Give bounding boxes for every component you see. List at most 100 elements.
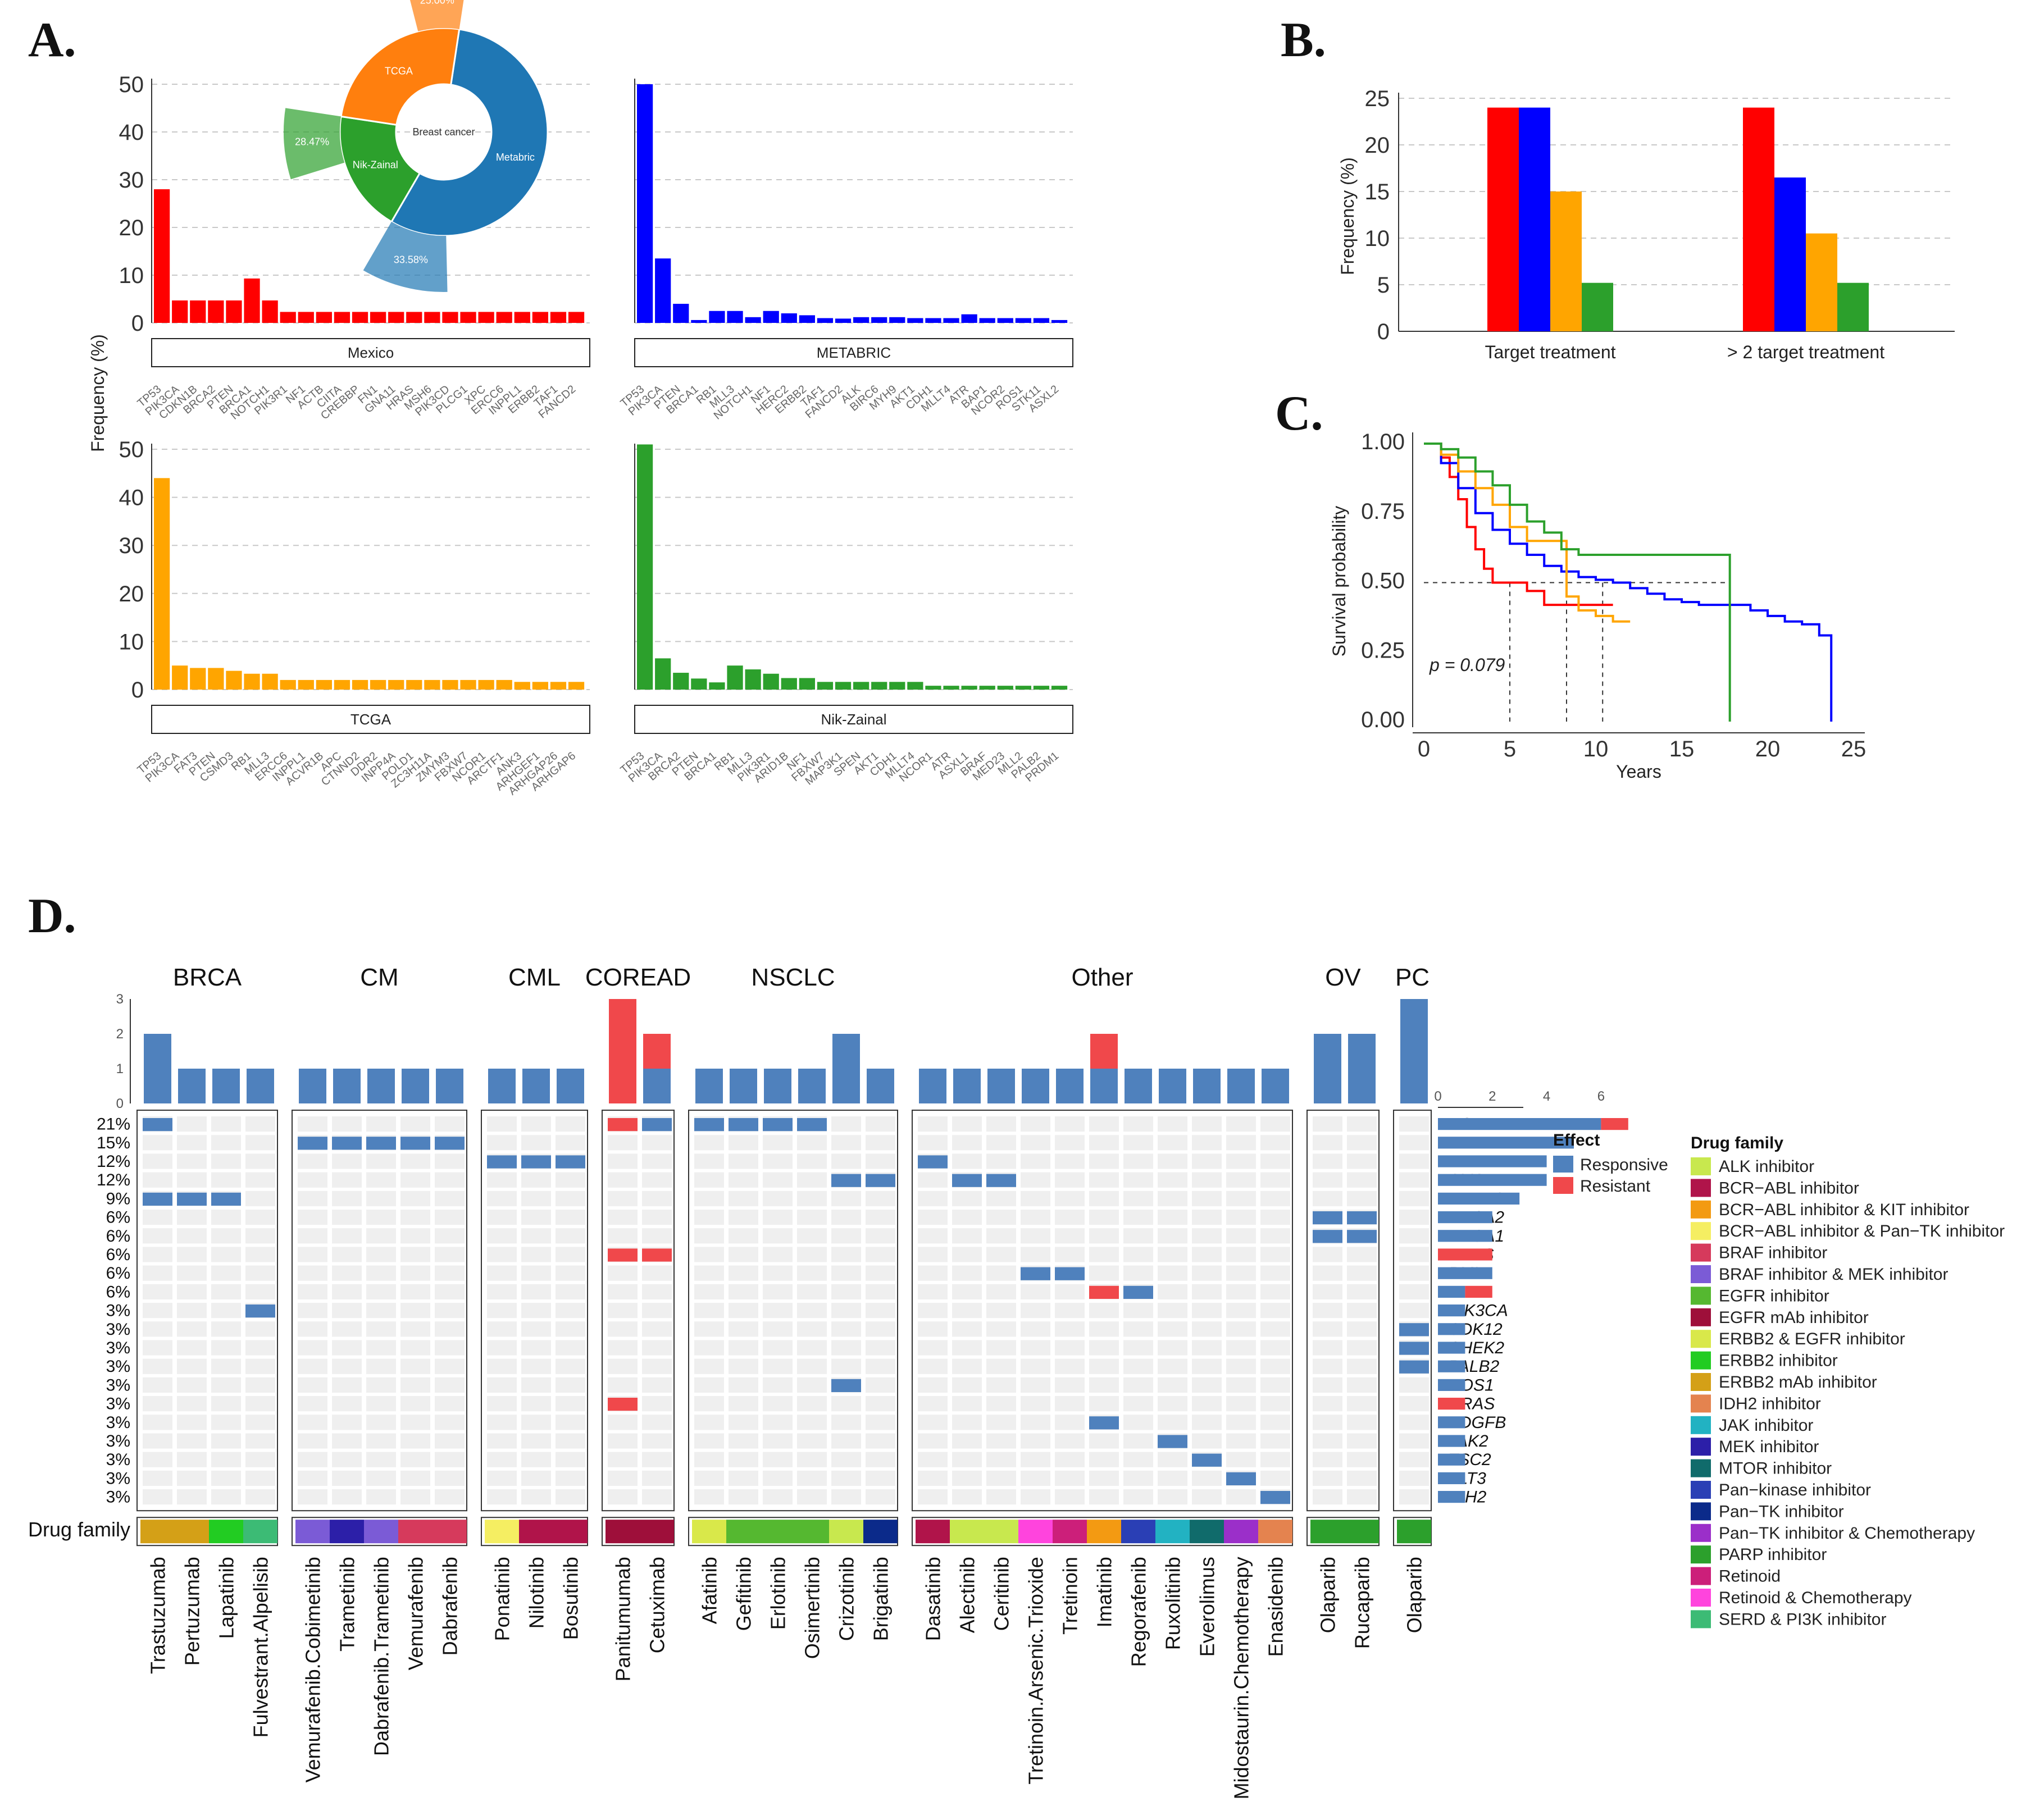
facet-strip-tcga [151,705,590,734]
donut-outer-wedge [284,108,345,180]
bar-nik-zainal-mll3 [745,669,761,690]
bar-metabric-ros1 [1015,318,1031,323]
bar-mexico-xpc [478,312,494,323]
bar-mexico-inppl1 [514,312,530,323]
drug-family-cell [606,1520,640,1544]
drug-name-label: Fulvestrant.Alpelisib [249,1557,272,1737]
cancer-group-label: CM [360,964,398,991]
heatmap-empty-cell [729,1153,758,1169]
heatmap-empty-cell [694,1470,724,1486]
heatmap-empty-cell [556,1116,585,1132]
heatmap-empty-cell [986,1247,1016,1262]
bar-metabric-myh9 [889,317,905,323]
top-bar-responsive [1090,1069,1118,1103]
heatmap-empty-cell [177,1153,207,1169]
drug-name-label: Tretinoin [1059,1557,1082,1635]
heatmap-empty-cell [1260,1396,1290,1412]
heatmap-empty-cell [642,1415,672,1430]
bar-mexico-ciita [334,312,350,323]
y-tick-label: 0.50 [1361,569,1405,594]
heatmap-empty-cell [797,1265,827,1281]
gene-total-responsive [1438,1453,1465,1466]
heatmap-empty-cell [332,1153,362,1169]
heatmap-empty-cell [245,1415,275,1430]
gene-total-responsive [1438,1137,1574,1149]
gene-percentage: 6% [106,1246,130,1264]
heatmap-empty-cell [1313,1396,1342,1412]
heatmap-empty-cell [608,1228,638,1244]
facet-strip-mexico [151,338,590,367]
heatmap-empty-cell [642,1470,672,1486]
bar-mexico-tp53 [154,189,170,323]
family-legend-label: PARP inhibitor [1719,1545,1827,1564]
heatmap-empty-cell [831,1340,861,1356]
top-bar-responsive [522,1069,550,1103]
heatmap-empty-cell [694,1210,724,1225]
group-frame [602,1110,675,1512]
cancer-group-label: COREAD [585,964,691,991]
heatmap-empty-cell [729,1210,758,1225]
heatmap-empty-cell [521,1340,551,1356]
heatmap-empty-cell [1226,1452,1256,1467]
heatmap-empty-cell [642,1321,672,1337]
heatmap-empty-cell [487,1172,517,1188]
bar-metabric-taf1 [817,318,834,323]
heatmap-empty-cell [1192,1265,1222,1281]
family-legend-swatch [1691,1243,1711,1262]
heatmap-empty-cell [642,1396,672,1412]
totals-tick: 2 [1488,1089,1496,1104]
heatmap-empty-cell [143,1153,172,1169]
heatmap-empty-cell [1260,1377,1290,1393]
heatmap-empty-cell [1021,1358,1050,1374]
gene-percentage: 3% [106,1450,130,1469]
heatmap-empty-cell [986,1340,1016,1356]
drug-name-label: Midostaurin.Chemotherapy [1230,1557,1253,1799]
drug-family-cell [1224,1520,1258,1544]
bar-mexico-pik3ca [172,300,188,323]
heatmap-empty-cell [763,1358,793,1374]
family-legend-label: BRAF inhibitor [1719,1244,1827,1262]
donut-outer-wedge [409,0,464,31]
heatmap-empty-cell [831,1190,861,1206]
heatmap-empty-cell [245,1396,275,1412]
heatmap-empty-cell [1123,1135,1153,1151]
top-bar-responsive [212,1069,240,1103]
heatmap-empty-cell [729,1303,758,1319]
heatmap-empty-cell [1399,1452,1429,1467]
heatmap-empty-cell [797,1377,827,1393]
heatmap-empty-cell [1089,1172,1119,1188]
drug-name-label: Enasidenib [1264,1557,1287,1657]
heatmap-empty-cell [608,1489,638,1505]
drug-family-cell [1053,1520,1087,1544]
heatmap-empty-cell [298,1340,327,1356]
heatmap-cell-kit [1089,1285,1119,1299]
heatmap-empty-cell [952,1228,982,1244]
heatmap-empty-cell [729,1340,758,1356]
heatmap-empty-cell [1313,1433,1342,1449]
bar-mexico-gna11 [388,312,404,323]
heatmap-empty-cell [1192,1190,1222,1206]
gene-total-responsive [1438,1192,1520,1205]
heatmap-empty-cell [366,1489,396,1505]
heatmap-empty-cell [556,1303,585,1319]
donut-outer-wedge [363,221,448,292]
y-tick-label: 50 [119,437,144,462]
drug-name-label: Afatinib [698,1557,721,1624]
heatmap-empty-cell [729,1284,758,1299]
family-legend-label: Retinoid [1719,1567,1781,1586]
family-legend-swatch [1691,1567,1711,1585]
gene-percentage: 12% [97,1171,130,1189]
donut-slice-metabric [390,28,549,237]
y-tick-label: 30 [119,533,144,558]
family-legend-label: SERD & PI3K inhibitor [1719,1610,1886,1629]
gene-total-resistant [1465,1285,1492,1298]
heatmap-empty-cell [487,1303,517,1319]
heatmap-empty-cell [556,1433,585,1449]
heatmap-empty-cell [487,1452,517,1467]
heatmap-empty-cell [366,1210,396,1225]
heatmap-empty-cell [1192,1153,1222,1169]
heatmap-empty-cell [1313,1284,1342,1299]
heatmap-empty-cell [729,1135,758,1151]
km-curve-tcga [1424,443,1631,623]
y-tick-label: 40 [119,486,144,510]
